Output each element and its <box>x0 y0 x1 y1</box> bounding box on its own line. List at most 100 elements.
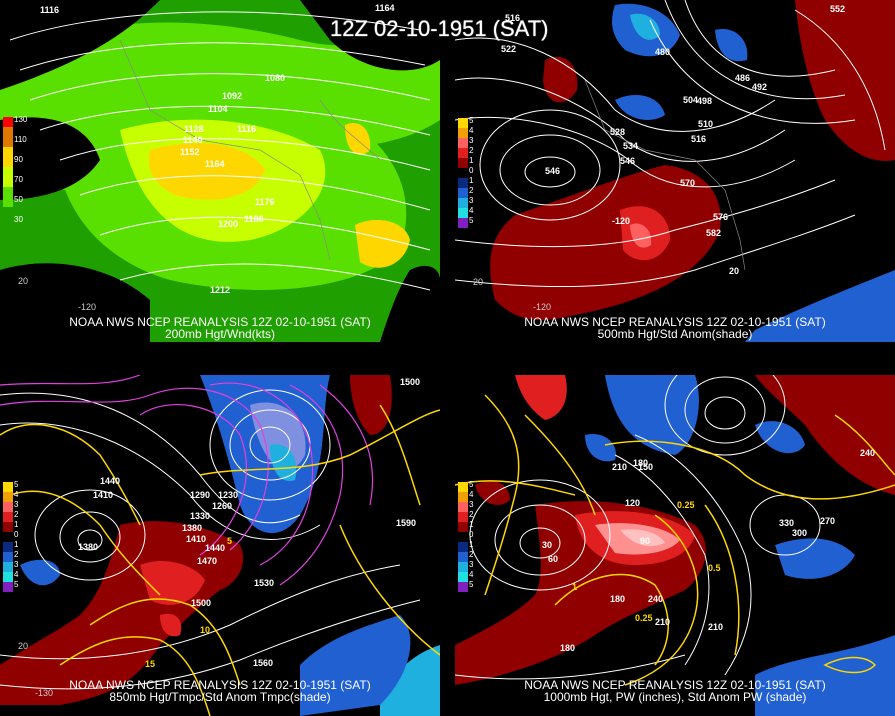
1000mb-legend: 5 4 3 2 1 0 1 2 3 4 5 <box>458 480 473 592</box>
contour-label: 582 <box>706 228 722 238</box>
contour-label: 210 <box>708 622 724 632</box>
contour-label: 240 <box>648 594 664 604</box>
isotherm-label: 5 <box>227 536 233 546</box>
contour-label: 516 <box>505 13 521 23</box>
contour-label: 510 <box>698 119 714 129</box>
contour-label: 486 <box>735 73 751 83</box>
contour-label: 504 <box>683 95 699 105</box>
legend-swatch: 4 <box>3 490 18 502</box>
contour-label: 150 <box>638 462 654 472</box>
contour-label: 546 <box>545 166 561 176</box>
contour-label: 1440 <box>205 543 226 553</box>
contour-label: 528 <box>610 127 626 137</box>
contour-label: 60 <box>548 554 559 564</box>
contour-label: 1500 <box>400 377 421 387</box>
contour-label: 1140 <box>183 135 203 145</box>
contour-label: 1440 <box>100 476 121 486</box>
contour-label: 1152 <box>180 147 200 157</box>
panel-caption-line2: 1000mb Hgt, PW (inches), Std Anom PW (sh… <box>543 690 807 704</box>
1000mb-pw-map <box>455 375 895 716</box>
200mb-wind-map <box>0 0 440 342</box>
panel-caption-line1: NOAA NWS NCEP REANALYSIS 12Z 02-10-1951 … <box>69 315 371 329</box>
legend-swatch <box>3 147 13 157</box>
contour-label: 330 <box>779 518 795 528</box>
contour-label: 210 <box>655 617 671 627</box>
contour-label: 210 <box>612 462 628 472</box>
legend-swatch: 1 <box>458 540 473 552</box>
850mb-legend: 5 4 3 2 1 0 1 2 3 4 5 <box>3 480 18 592</box>
contour-label: 1290 <box>190 490 211 500</box>
contour-label: 30 <box>542 540 553 550</box>
lon-label: -120 <box>533 302 552 312</box>
500mb-legend: 5 4 3 2 1 0 1 2 3 4 5 <box>458 116 473 228</box>
legend-swatch: 3 <box>458 196 473 208</box>
panel-850mb-temperature: 5 4 3 2 1 0 1 2 3 4 5 1500 1410 1440 138… <box>0 375 440 716</box>
legend-swatch: 2 <box>458 550 473 562</box>
panel-caption-line1: NOAA NWS NCEP REANALYSIS 12Z 02-10-1951 … <box>524 678 826 692</box>
legend-swatch: 4 <box>3 570 18 582</box>
legend-swatch: 2 <box>458 510 473 522</box>
isotherm-label: 15 <box>145 659 156 669</box>
panel-1000mb-precipitable-water: 5 4 3 2 1 0 1 2 3 4 5 120 180 210 150 24… <box>455 375 895 716</box>
legend-swatch: 0 <box>458 166 473 178</box>
panel-500mb-anomaly: 5 4 3 2 1 0 1 2 3 4 5 516 5 2 2 480 486 49… <box>455 0 895 342</box>
contour-label: 1104 <box>208 104 228 114</box>
contour-label: 492 <box>752 82 768 92</box>
isotherm-label: 10 <box>200 625 211 635</box>
pw-label: 1 <box>572 582 578 592</box>
contour-label: 1530 <box>254 578 275 588</box>
legend-swatch: 5 <box>458 116 473 128</box>
contour-label: 1212 <box>210 285 231 295</box>
legend-swatch: 2 <box>458 146 473 158</box>
500mb-anomaly-map <box>455 0 895 342</box>
850mb-temperature-map <box>0 375 440 716</box>
panel-caption-line1: NOAA NWS NCEP REANALYSIS 12Z 02-10-1951 … <box>524 315 826 329</box>
contour-label: 180 <box>560 643 576 653</box>
legend-swatch: 130 <box>3 115 27 127</box>
contour-label: 180 <box>633 458 649 468</box>
200mb-legend: 130 110 90 70 50 30 <box>3 115 27 227</box>
contour-label: 1128 <box>184 124 204 134</box>
contour-label: 546 <box>620 156 636 166</box>
contour-label: 1188 <box>244 214 264 224</box>
legend-swatch: 2 <box>3 510 18 522</box>
contour-label: 1380 <box>78 542 99 552</box>
contour-label: 1380 <box>182 523 203 533</box>
contour-label: 1410 <box>93 490 114 500</box>
contour-label: 90 <box>640 536 651 546</box>
contour-label: 498 <box>697 96 713 106</box>
contour-label: 1230 <box>218 490 239 500</box>
contour-label: 570 <box>680 178 696 188</box>
contour-label: 1410 <box>186 534 207 544</box>
contour-label: 1330 <box>190 511 211 521</box>
legend-swatch: 2 <box>458 186 473 198</box>
panel-caption-line2: 200mb Hgt/Wnd(kts) <box>164 327 276 341</box>
contour-label: 1260 <box>212 501 233 511</box>
panel-200mb-wind: 130 110 90 70 50 30 1116 1164 1080 1092 … <box>0 0 440 342</box>
legend-swatch: 2 <box>3 550 18 562</box>
legend-swatch <box>3 187 13 197</box>
contour-label: 1200 <box>218 219 239 229</box>
legend-swatch: 3 <box>458 560 473 572</box>
legend-swatch: 1 <box>458 156 473 168</box>
legend-swatch <box>3 127 13 137</box>
lon-label: -120 <box>78 302 97 312</box>
lat-label: 20 <box>18 641 29 651</box>
legend-swatch: 30 <box>3 215 23 227</box>
legend-swatch: 1 <box>3 540 18 552</box>
panel-caption-line2: 500mb Hgt/Std Anom(shade) <box>597 327 753 341</box>
contour-label: 1590 <box>396 518 417 528</box>
legend-swatch: 50 <box>3 195 23 207</box>
contour-label: 300 <box>792 528 808 538</box>
contour-label: 480 <box>655 47 671 57</box>
pw-label: 0.25 <box>677 500 695 510</box>
legend-swatch: 90 <box>3 155 23 167</box>
contour-label: 1092 <box>222 91 243 101</box>
legend-swatch: 3 <box>458 500 473 512</box>
lat-label: 20 <box>18 276 29 286</box>
contour-label: 20 <box>729 266 740 276</box>
contour-label: 1116 <box>237 124 257 134</box>
legend-swatch: 0 <box>458 530 473 542</box>
contour-label: 552 <box>830 4 846 14</box>
legend-swatch: 5 <box>458 580 473 592</box>
